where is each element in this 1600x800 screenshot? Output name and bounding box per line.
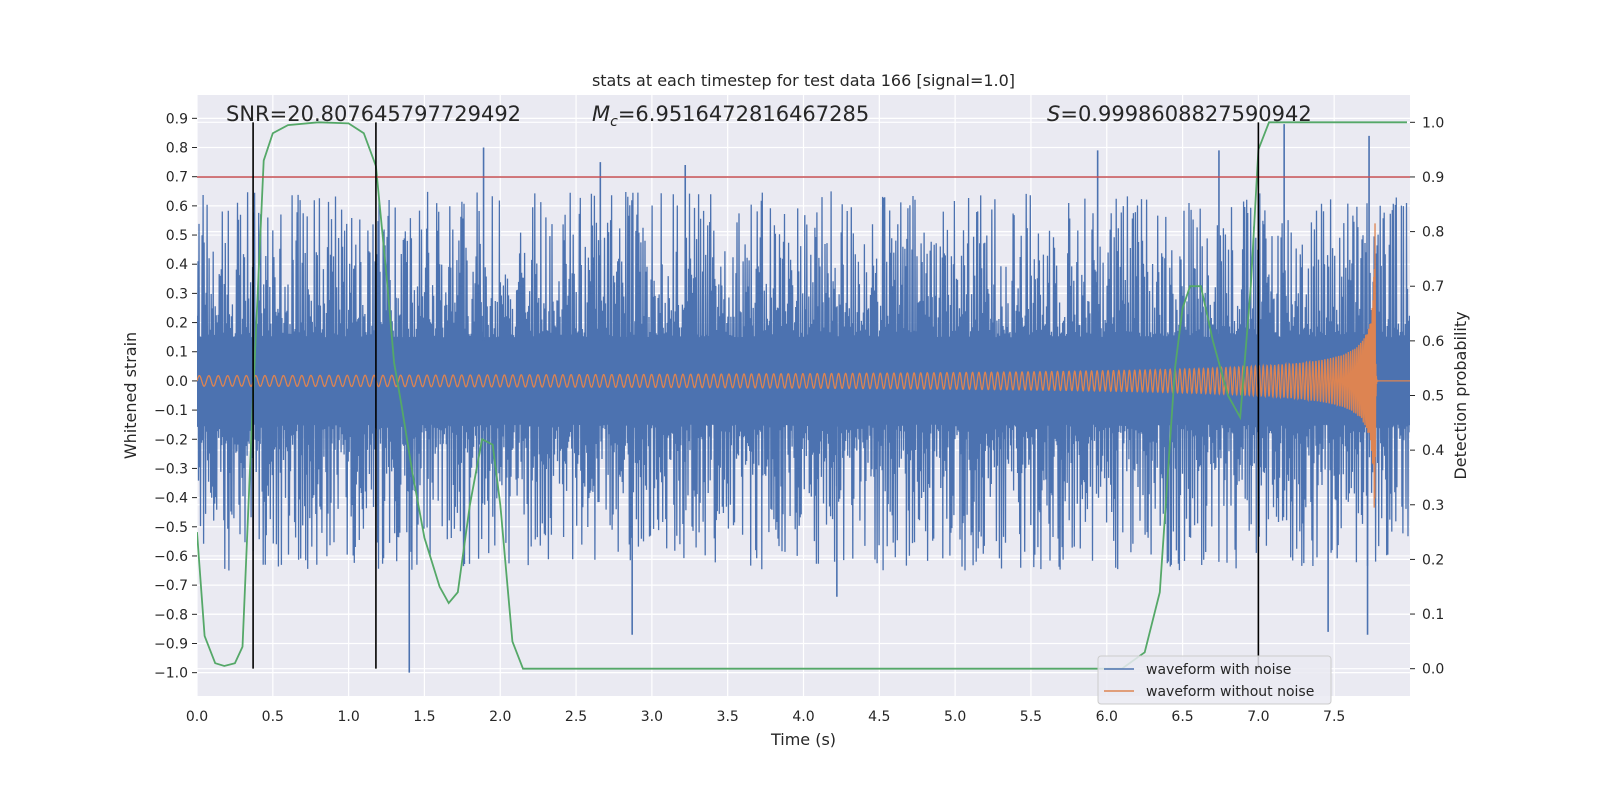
series-layer xyxy=(197,121,1410,673)
x-tick-label: 2.0 xyxy=(489,709,511,725)
y-right-tick-label: 1.0 xyxy=(1422,115,1444,131)
series-line-clean xyxy=(197,223,1410,508)
y-right-tick-label: 0.3 xyxy=(1422,498,1444,514)
y-left-tick-label: −0.9 xyxy=(154,636,188,652)
y-left-tick-label: 0.1 xyxy=(166,345,188,361)
chirp-mass-subscript: c xyxy=(610,114,618,130)
y-left-tick-label: −0.3 xyxy=(154,461,188,477)
y-left-tick-label: −0.8 xyxy=(154,607,188,623)
y-right-tick-label: 0.0 xyxy=(1422,662,1444,678)
x-tick-label: 7.5 xyxy=(1323,709,1345,725)
y-right-tick-label: 0.6 xyxy=(1422,334,1444,350)
x-tick-label: 0.0 xyxy=(186,709,208,725)
y-right-tick-label: 0.2 xyxy=(1422,552,1444,568)
y-right-tick-label: 0.4 xyxy=(1422,443,1444,459)
chirp-mass-annotation: Mc=6.9516472816467285 xyxy=(592,102,869,130)
legend-label-clean: waveform without noise xyxy=(1146,684,1314,700)
y-left-tick-label: 0.9 xyxy=(166,111,188,127)
y-left-tick-label: 0.3 xyxy=(166,286,188,302)
legend-label-noise: waveform with noise xyxy=(1146,662,1291,678)
y-left-tick-label: −0.7 xyxy=(154,578,188,594)
chirp-mass-symbol: M xyxy=(592,102,610,126)
detection-score-symbol: S xyxy=(1047,102,1060,126)
x-tick-label: 4.5 xyxy=(868,709,890,725)
y-left-tick-label: −0.6 xyxy=(154,549,188,565)
chirp-mass-value: =6.9516472816467285 xyxy=(618,102,869,126)
x-tick-label: 0.5 xyxy=(262,709,284,725)
y-left-tick-label: 0.4 xyxy=(166,257,188,273)
x-tick-label: 6.5 xyxy=(1171,709,1193,725)
axis-layer: 0.0 0.5 1.0 1.5 2.0 2.5 3.0 3.5 4.0 4.5 5.0 5.5 6.0 6… xyxy=(154,111,1444,725)
series-line-probability xyxy=(197,121,1407,670)
detection-score-value: =0.9998608827590942 xyxy=(1060,102,1311,126)
x-tick-label: 2.5 xyxy=(565,709,587,725)
legend-box xyxy=(1097,655,1332,705)
y-left-tick-label: 0.6 xyxy=(166,199,188,215)
y-axis-left-label: Whitened strain xyxy=(121,332,140,459)
y-left-tick-label: −0.2 xyxy=(154,432,188,448)
x-tick-label: 4.0 xyxy=(792,709,814,725)
detection-score-annotation: S=0.9998608827590942 xyxy=(1047,102,1312,126)
x-tick-label: 1.5 xyxy=(413,709,435,725)
series-noise-core xyxy=(197,340,1410,422)
x-tick-label: 3.0 xyxy=(641,709,663,725)
x-tick-label: 6.0 xyxy=(1096,709,1118,725)
y-left-tick-label: −0.5 xyxy=(154,520,188,536)
y-left-tick-label: −1.0 xyxy=(154,666,188,682)
y-left-tick-label: 0.0 xyxy=(166,374,188,390)
y-left-tick-label: 0.7 xyxy=(166,170,188,186)
y-right-tick-label: 0.1 xyxy=(1422,607,1444,623)
y-right-tick-label: 0.9 xyxy=(1422,170,1444,186)
y-right-tick-label: 0.8 xyxy=(1422,225,1444,241)
y-left-tick-label: −0.4 xyxy=(154,491,188,507)
x-tick-label: 1.0 xyxy=(337,709,359,725)
marker-layer xyxy=(197,122,1410,669)
chart-title: stats at each timestep for test data 166… xyxy=(592,71,1015,90)
x-tick-label: 3.5 xyxy=(717,709,739,725)
y-left-tick-label: −0.1 xyxy=(154,403,188,419)
x-tick-label: 7.0 xyxy=(1247,709,1269,725)
x-axis-label: Time (s) xyxy=(770,730,836,749)
snr-annotation: SNR=20.807645797729492 xyxy=(226,102,521,126)
y-axis-right-label: Detection probability xyxy=(1451,311,1470,479)
y-right-tick-label: 0.5 xyxy=(1422,389,1444,405)
x-tick-label: 5.0 xyxy=(944,709,966,725)
y-left-tick-label: 0.5 xyxy=(166,228,188,244)
y-left-tick-label: 0.8 xyxy=(166,141,188,157)
y-right-tick-label: 0.7 xyxy=(1422,279,1444,295)
y-left-tick-label: 0.2 xyxy=(166,316,188,332)
legend: waveform with noise waveform without noi… xyxy=(1097,655,1332,705)
x-tick-label: 5.5 xyxy=(1020,709,1042,725)
